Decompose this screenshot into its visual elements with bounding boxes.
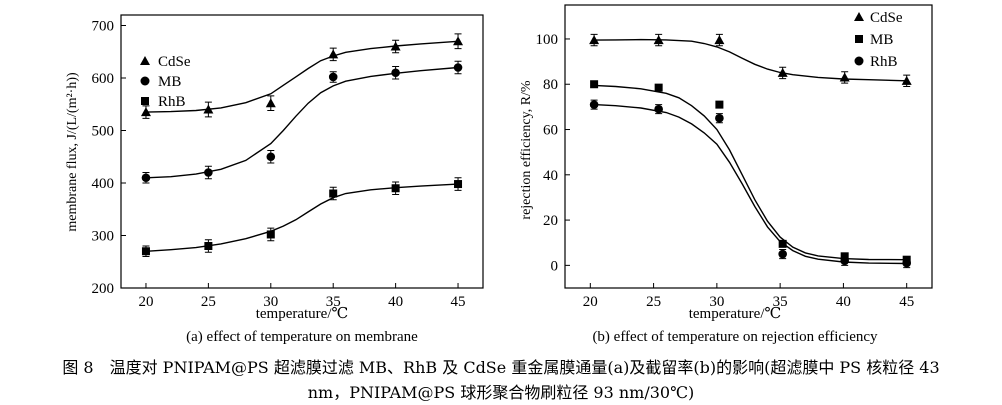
data-point-cdse bbox=[839, 72, 850, 82]
y-tick-label: 100 bbox=[536, 32, 559, 48]
data-point-mb bbox=[204, 168, 213, 177]
data-point-rhb bbox=[204, 242, 213, 250]
ylabel-b: rejection efficiency, R/% bbox=[519, 80, 534, 219]
xlabel-a: temperature/℃ bbox=[256, 306, 349, 322]
legend-a-triangle-marker bbox=[140, 56, 150, 65]
data-point-rhb bbox=[141, 247, 150, 256]
data-point-rhb bbox=[454, 180, 463, 189]
fit-line-rhb bbox=[594, 103, 907, 265]
data-point-mb bbox=[590, 80, 599, 89]
fit-line-mb bbox=[594, 84, 907, 261]
legend-b-square-marker bbox=[855, 35, 863, 43]
data-point-cdse bbox=[203, 104, 214, 114]
legend-b: CdSe MB RhB bbox=[854, 10, 903, 70]
data-point-rhb bbox=[902, 258, 911, 268]
y-tick-label: 500 bbox=[92, 124, 115, 140]
data-point-cdse bbox=[265, 98, 276, 108]
data-point-rhb bbox=[266, 230, 275, 239]
y-tick-label: 0 bbox=[551, 258, 559, 274]
y-tick-label: 60 bbox=[543, 123, 558, 139]
figure-caption-line-1: 图 8 温度对 PNIPAM@PS 超滤膜过滤 MB、RhB 及 CdSe 重金… bbox=[62, 358, 940, 377]
panel-b: 20 25 30 35 40 45 0 20 40 60 80 100 temperature/℃ (… bbox=[519, 4, 933, 345]
data-point-mb bbox=[391, 68, 400, 78]
x-tick-label: 25 bbox=[201, 294, 216, 310]
data-point-mb bbox=[453, 63, 463, 72]
y-tick-label: 600 bbox=[92, 71, 115, 87]
data-point-rhb bbox=[840, 256, 849, 266]
data-point-cdse bbox=[453, 36, 464, 46]
xlabel-b: temperature/℃ bbox=[689, 306, 782, 322]
legend-a-square-marker bbox=[141, 97, 149, 105]
data-point-cdse bbox=[140, 107, 151, 117]
axes-a: 20 25 30 35 40 45 200 300 400 500 600 700 bbox=[92, 19, 466, 311]
x-tick-label: 20 bbox=[138, 294, 153, 310]
data-point-rhb bbox=[329, 189, 338, 198]
x-tick-label: 25 bbox=[646, 294, 661, 310]
data-point-cdse bbox=[777, 67, 788, 77]
subtitle-b: (b) effect of temperature on rejection e… bbox=[592, 329, 878, 345]
x-tick-label: 35 bbox=[326, 294, 341, 310]
legend-b-mb: MB bbox=[870, 32, 893, 48]
fit-line-cdse bbox=[145, 40, 459, 113]
y-tick-label: 300 bbox=[92, 229, 115, 245]
marks-b bbox=[589, 33, 912, 269]
data-point-rhb bbox=[778, 249, 787, 259]
legend-b-cdse: CdSe bbox=[870, 10, 903, 26]
x-tick-label: 40 bbox=[836, 294, 851, 310]
plot-frame-a bbox=[120, 14, 484, 289]
data-point-cdse bbox=[714, 35, 725, 45]
legend-b-rhb: RhB bbox=[870, 54, 898, 70]
legend-a: CdSe MB RhB bbox=[140, 54, 191, 110]
data-point-cdse bbox=[390, 41, 401, 51]
data-point-cdse bbox=[328, 49, 339, 59]
panel-a: 20 25 30 35 40 45 200 300 400 500 600 700 temperatu… bbox=[65, 14, 484, 345]
marks-a bbox=[140, 33, 464, 257]
legend-a-cdse: CdSe bbox=[158, 54, 191, 70]
data-point-mb bbox=[654, 83, 663, 92]
x-tick-label: 30 bbox=[709, 294, 724, 310]
x-tick-label: 45 bbox=[451, 294, 466, 310]
legend-a-mb: MB bbox=[158, 74, 181, 90]
x-tick-label: 30 bbox=[263, 294, 278, 310]
data-point-mb bbox=[328, 72, 338, 82]
y-tick-label: 40 bbox=[543, 168, 558, 184]
x-tick-label: 45 bbox=[899, 294, 914, 310]
axes-b: 20 25 30 35 40 45 0 20 40 60 80 100 bbox=[536, 32, 915, 310]
data-point-mb bbox=[266, 152, 276, 162]
data-point-cdse bbox=[901, 75, 912, 85]
y-tick-label: 200 bbox=[92, 281, 115, 297]
data-point-mb bbox=[715, 100, 724, 109]
data-point-mb bbox=[141, 173, 151, 183]
ylabel-a: membrane flux, J/(L/(m²·h)) bbox=[65, 72, 80, 232]
y-tick-label: 700 bbox=[92, 19, 115, 35]
x-tick-label: 20 bbox=[583, 294, 598, 310]
data-point-rhb bbox=[589, 100, 599, 109]
plot-frame-b bbox=[564, 4, 933, 289]
data-point-rhb bbox=[391, 184, 400, 193]
y-tick-label: 80 bbox=[543, 77, 558, 93]
fit-line-mb bbox=[145, 66, 459, 179]
data-point-cdse bbox=[653, 35, 664, 45]
subtitle-a: (a) effect of temperature on membrane bbox=[186, 329, 418, 345]
legend-b-triangle-marker bbox=[854, 12, 864, 21]
data-point-rhb bbox=[715, 113, 724, 123]
figure-caption-line-2: nm，PNIPAM@PS 球形聚合物刷粒径 93 nm/30℃) bbox=[307, 383, 695, 402]
x-tick-label: 40 bbox=[388, 294, 403, 310]
data-point-cdse bbox=[589, 35, 600, 45]
y-tick-label: 400 bbox=[92, 176, 115, 192]
x-tick-label: 35 bbox=[773, 294, 788, 310]
legend-a-rhb: RhB bbox=[158, 94, 186, 110]
data-point-rhb bbox=[654, 104, 663, 114]
legend-b-circle-marker bbox=[854, 56, 864, 66]
fit-line-rhb bbox=[145, 183, 459, 252]
legend-a-circle-marker bbox=[140, 76, 150, 86]
y-tick-label: 20 bbox=[543, 213, 558, 229]
